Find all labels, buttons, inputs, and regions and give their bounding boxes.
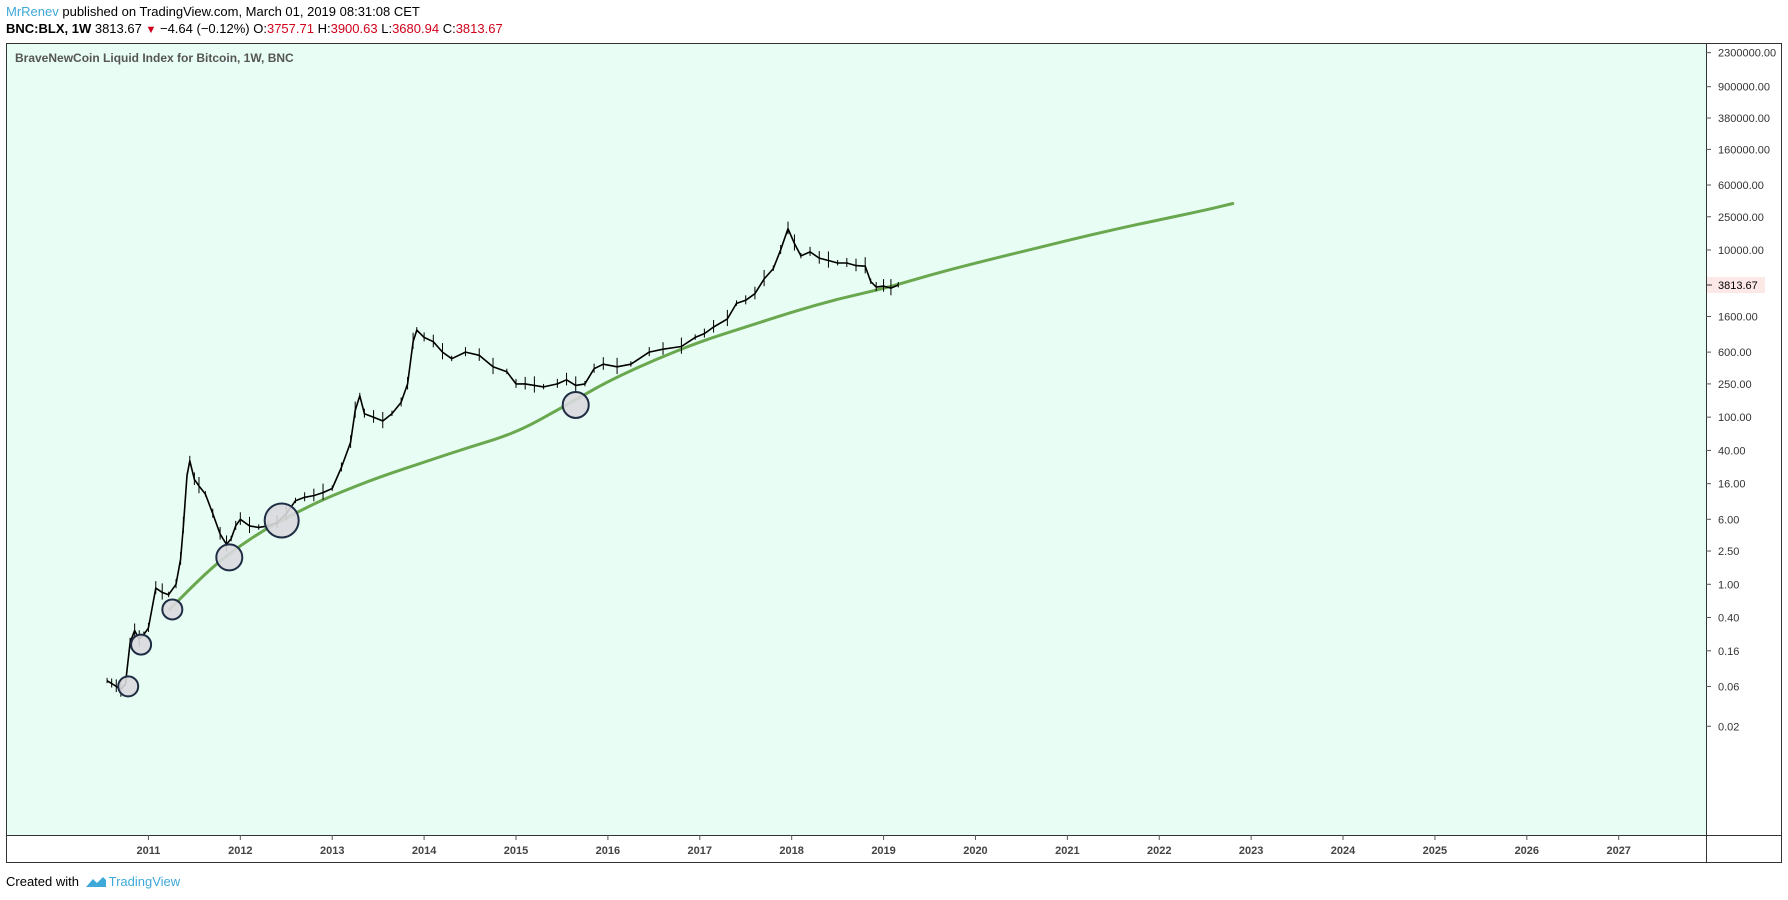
touch-circle (130, 633, 153, 656)
y-tick-label: 250.00 (1718, 379, 1752, 391)
x-tick-label: 2017 (688, 845, 712, 857)
last-price-tag-label: 3813.67 (1718, 280, 1758, 292)
x-tick-label: 2025 (1423, 845, 1447, 857)
open-value: 3757.71 (266, 21, 314, 36)
last-price-tag-bg (1707, 276, 1765, 293)
y-tick-label: 1600.00 (1718, 312, 1758, 324)
x-tick-label: 2016 (596, 845, 620, 857)
y-tick-label: 380000.00 (1718, 113, 1770, 125)
y-tick-label: 6.00 (1718, 514, 1739, 526)
down-triangle-icon: ▼ (145, 24, 157, 36)
touch-circle (215, 543, 244, 572)
close-label: C: (442, 21, 456, 36)
y-tick-label: 60000.00 (1718, 180, 1764, 192)
x-tick-label: 2021 (1055, 845, 1079, 857)
touch-circle (263, 502, 300, 539)
x-tick-label: 2024 (1331, 845, 1356, 857)
chart-container[interactable]: BraveNewCoin Liquid Index for Bitcoin, 1… (6, 43, 1782, 863)
x-tick-label: 2019 (871, 845, 895, 857)
price-chart[interactable]: BraveNewCoin Liquid Index for Bitcoin, 1… (6, 43, 1782, 863)
close-value: 3813.67 (455, 21, 503, 36)
y-tick-label: 160000.00 (1718, 144, 1770, 156)
y-tick-label: 100.00 (1718, 412, 1752, 424)
y-tick-label: 1.00 (1718, 579, 1739, 591)
x-tick-label: 2013 (320, 845, 344, 857)
touch-circle (161, 598, 184, 621)
author-link[interactable]: MrRenev (6, 4, 59, 19)
touch-circle (117, 675, 140, 698)
price-axis[interactable]: 2300000.00 900000.00 380000.00 160000.00 600… (1706, 48, 1776, 734)
y-tick-label: 0.06 (1718, 681, 1739, 693)
x-tick-label: 2020 (963, 845, 987, 857)
y-tick-label: 2.50 (1718, 546, 1739, 558)
x-tick-label: 2014 (412, 845, 437, 857)
ohlc-legend: BNC:BLX, 1W 3813.67 ▼ −4.64 (−0.12%) O:3… (6, 21, 503, 38)
created-with-label: Created with (6, 874, 79, 889)
touch-circles-layer (117, 390, 590, 698)
low-label: L: (381, 21, 393, 36)
published-text: published on TradingView.com, March 01, … (58, 4, 420, 19)
x-tick-label: 2022 (1147, 845, 1171, 857)
y-tick-label: 25000.00 (1718, 212, 1764, 224)
regression-curve-layer (168, 202, 1235, 611)
plot-area[interactable] (6, 43, 1707, 836)
y-tick-label: 0.16 (1718, 646, 1739, 658)
touch-circle (561, 390, 590, 419)
chart-title: BraveNewCoin Liquid Index for Bitcoin, 1… (15, 51, 294, 65)
last-price: 3813.67 (94, 21, 142, 36)
high-value: 3900.63 (330, 21, 378, 36)
publish-info: MrRenev published on TradingView.com, Ma… (6, 4, 420, 20)
time-axis[interactable]: 2011 2012 2013 2014 2015 2016 2017 2018 2019 2020… (136, 835, 1631, 857)
high-label: H: (317, 21, 331, 36)
x-tick-label: 2027 (1606, 845, 1630, 857)
y-tick-label: 2300000.00 (1718, 48, 1776, 60)
y-tick-label: 10000.00 (1718, 245, 1764, 257)
y-tick-label: 900000.00 (1718, 82, 1770, 94)
y-tick-label: 0.40 (1718, 613, 1739, 625)
x-tick-label: 2026 (1515, 845, 1539, 857)
tradingview-logo-icon (85, 877, 106, 887)
y-tick-label: 600.00 (1718, 347, 1752, 359)
y-tick-label: 40.00 (1718, 445, 1746, 457)
x-tick-label: 2012 (228, 845, 252, 857)
low-value: 3680.94 (392, 21, 440, 36)
y-tick-label: 16.00 (1718, 479, 1746, 491)
tradingview-link[interactable]: TradingView (108, 874, 181, 889)
open-label: O: (253, 21, 267, 36)
x-tick-label: 2023 (1239, 845, 1263, 857)
footer: Created with TradingView (6, 874, 180, 890)
x-tick-label: 2015 (504, 845, 528, 857)
symbol-label: BNC:BLX, 1W (6, 21, 92, 36)
chart-border (6, 43, 1782, 863)
y-tick-label: 0.02 (1718, 721, 1739, 733)
last-price-tag: 3813.67 (1706, 276, 1765, 293)
x-tick-label: 2011 (136, 845, 160, 857)
price-change: −4.64 (−0.12%) (159, 21, 250, 36)
regression-curve-line (168, 202, 1235, 611)
x-tick-label: 2018 (779, 845, 803, 857)
price-series-layer (106, 221, 899, 697)
